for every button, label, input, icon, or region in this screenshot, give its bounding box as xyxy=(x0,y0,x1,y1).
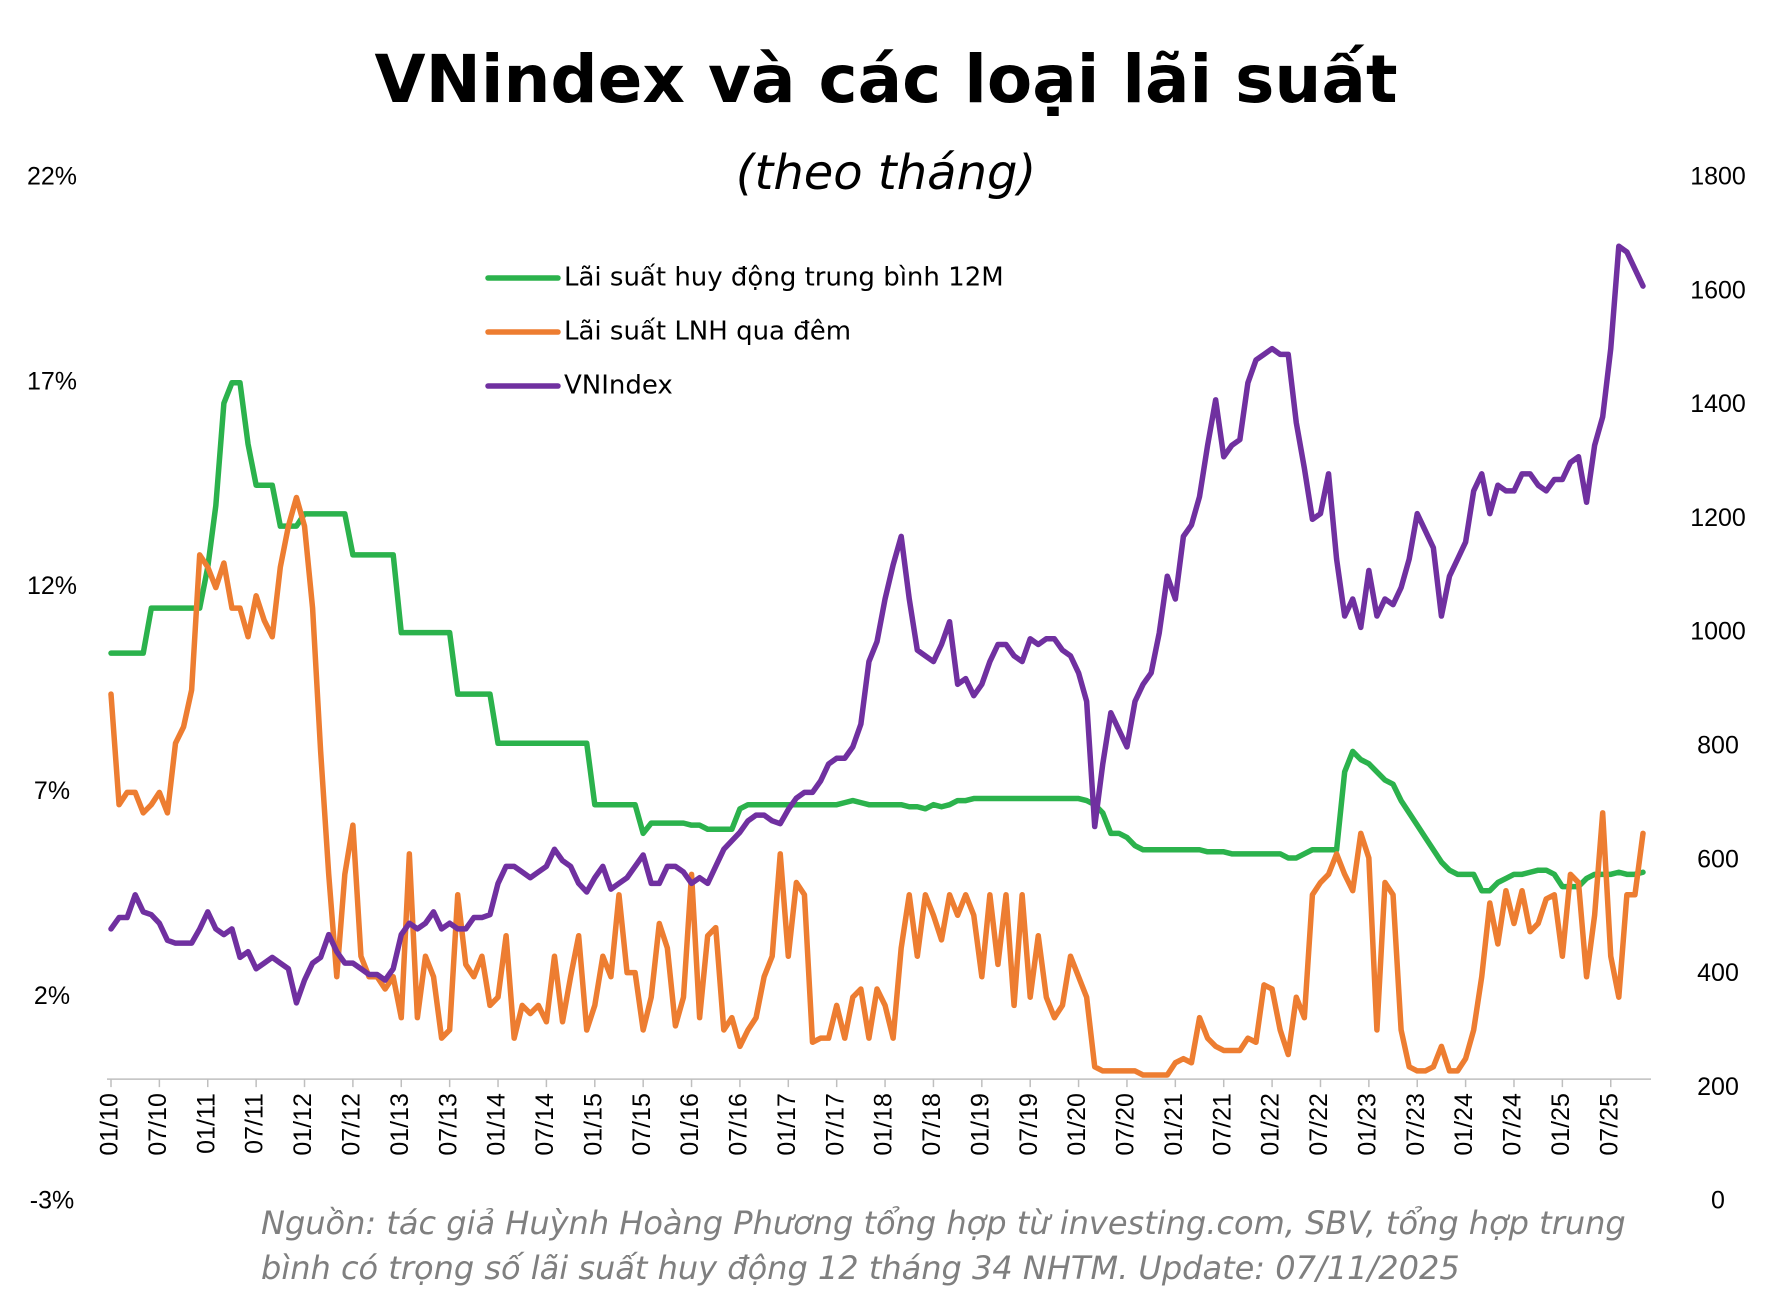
series-line xyxy=(108,243,1646,1006)
chart-subtitle: (theo tháng) xyxy=(736,145,1036,201)
series-line xyxy=(108,380,1646,894)
x-tick-label: 07/17 xyxy=(821,1093,849,1156)
y2-tick-label: 1400 xyxy=(1690,390,1746,418)
x-tick-label: 07/25 xyxy=(1595,1093,1623,1156)
y2-tick-label: 1000 xyxy=(1690,618,1746,646)
x-tick-label: 07/16 xyxy=(725,1093,753,1156)
series-line xyxy=(108,494,1646,1078)
x-tick-label: 01/21 xyxy=(1160,1093,1188,1156)
y2-tick-label: 400 xyxy=(1697,959,1739,987)
y-tick-label: 7% xyxy=(34,777,70,805)
x-tick-label: 07/13 xyxy=(434,1093,462,1156)
y2-tick-label: 600 xyxy=(1697,845,1739,873)
y2-tick-label: 1600 xyxy=(1690,276,1746,304)
y-tick-label: 2% xyxy=(34,982,70,1010)
x-tick-label: 07/18 xyxy=(918,1093,946,1156)
x-tick-label: 01/22 xyxy=(1257,1093,1285,1156)
x-tick-label: 01/18 xyxy=(870,1093,898,1156)
legend-label: Lãi suất huy động trung bình 12M xyxy=(564,263,1004,293)
x-tick-label: 01/14 xyxy=(483,1093,511,1156)
y2-tick-label: 200 xyxy=(1697,1073,1739,1101)
y-tick-label: 12% xyxy=(27,572,77,600)
x-tick-label: 01/13 xyxy=(386,1093,414,1156)
x-tick-label: 01/15 xyxy=(579,1093,607,1156)
x-tick-label: 01/23 xyxy=(1353,1093,1381,1156)
x-tick-label: 07/21 xyxy=(1208,1093,1236,1156)
x-tick-label: 07/20 xyxy=(1112,1093,1140,1156)
x-tick-label: 07/15 xyxy=(628,1093,656,1156)
y2-tick-label: 800 xyxy=(1697,731,1739,759)
x-tick-label: 01/16 xyxy=(676,1093,704,1156)
x-tick-label: 07/12 xyxy=(338,1093,366,1156)
legend-label: VNIndex xyxy=(564,371,673,401)
legend-label: Lãi suất LNH qua đêm xyxy=(564,317,851,347)
y-tick-label: 17% xyxy=(27,367,77,395)
source-note: bình có trọng số lãi suất huy động 12 th… xyxy=(261,1249,1460,1287)
y2-tick-label: 0 xyxy=(1711,1187,1725,1215)
y2-tick-label: 1800 xyxy=(1690,163,1746,191)
x-tick-label: 07/24 xyxy=(1499,1093,1527,1156)
x-tick-label: 07/10 xyxy=(144,1093,172,1156)
x-tick-label: 01/10 xyxy=(96,1093,124,1156)
x-tick-label: 07/19 xyxy=(1015,1093,1043,1156)
x-tick-label: 01/17 xyxy=(773,1093,801,1156)
x-tick-label: 07/14 xyxy=(531,1093,559,1156)
x-tick-label: 01/19 xyxy=(966,1093,994,1156)
y-tick-label: -3% xyxy=(30,1187,74,1215)
x-tick-label: 01/11 xyxy=(192,1093,220,1154)
y2-tick-label: 1200 xyxy=(1690,504,1746,532)
x-tick-label: 01/24 xyxy=(1450,1093,1478,1156)
x-tick-label: 01/20 xyxy=(1063,1093,1091,1156)
chart-title: VNindex và các loại lãi suất xyxy=(375,41,1398,118)
source-note: Nguồn: tác giả Huỳnh Hoàng Phương tổng h… xyxy=(261,1204,1626,1242)
x-tick-label: 07/23 xyxy=(1402,1093,1430,1156)
y-tick-label: 22% xyxy=(27,163,77,191)
x-tick-label: 01/25 xyxy=(1547,1093,1575,1156)
x-tick-label: 01/12 xyxy=(289,1093,317,1156)
x-tick-label: 07/22 xyxy=(1305,1093,1333,1156)
x-tick-label: 07/11 xyxy=(241,1093,269,1154)
